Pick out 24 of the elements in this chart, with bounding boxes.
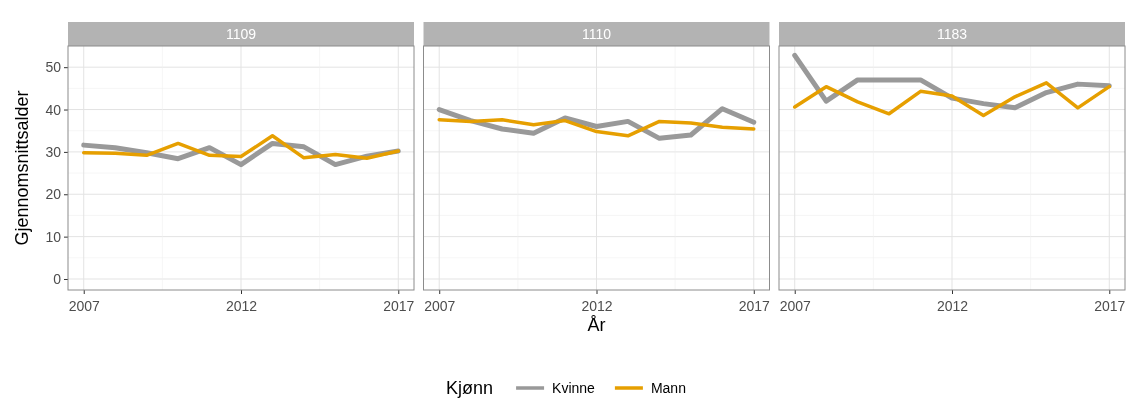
line-series	[81, 134, 401, 161]
chart-title: 1110	[581, 26, 612, 42]
x-tick-label: 2017	[1094, 298, 1126, 314]
y-tick-label: 10	[45, 228, 62, 245]
x-tick-label: 2017	[738, 298, 771, 314]
x-tick-label: 2012	[581, 298, 613, 314]
y-tick-label: 50	[45, 59, 62, 76]
legend-label: Kvinne	[552, 380, 596, 396]
x-tick-label: 2007	[68, 298, 101, 314]
x-axis-title: År	[587, 315, 606, 335]
y-tick-label: 0	[53, 270, 62, 287]
x-tick-label: 2012	[225, 298, 258, 314]
y-tick-label: 40	[45, 101, 62, 118]
y-tick-label: 30	[45, 143, 62, 160]
x-tick-label: 2012	[936, 298, 969, 314]
chart-title: 1109	[225, 26, 257, 42]
x-tick-label: 2007	[424, 298, 456, 314]
x-tick-label: 2007	[779, 298, 812, 314]
chart-title: 1183	[936, 26, 968, 42]
y-axis-title: Gjennomsnittsalder	[12, 90, 32, 246]
legend-label: Mann	[650, 380, 686, 396]
x-tick-label: 2017	[383, 298, 415, 314]
legend-title: Kjønn	[446, 378, 494, 398]
y-tick-label: 20	[45, 186, 62, 203]
